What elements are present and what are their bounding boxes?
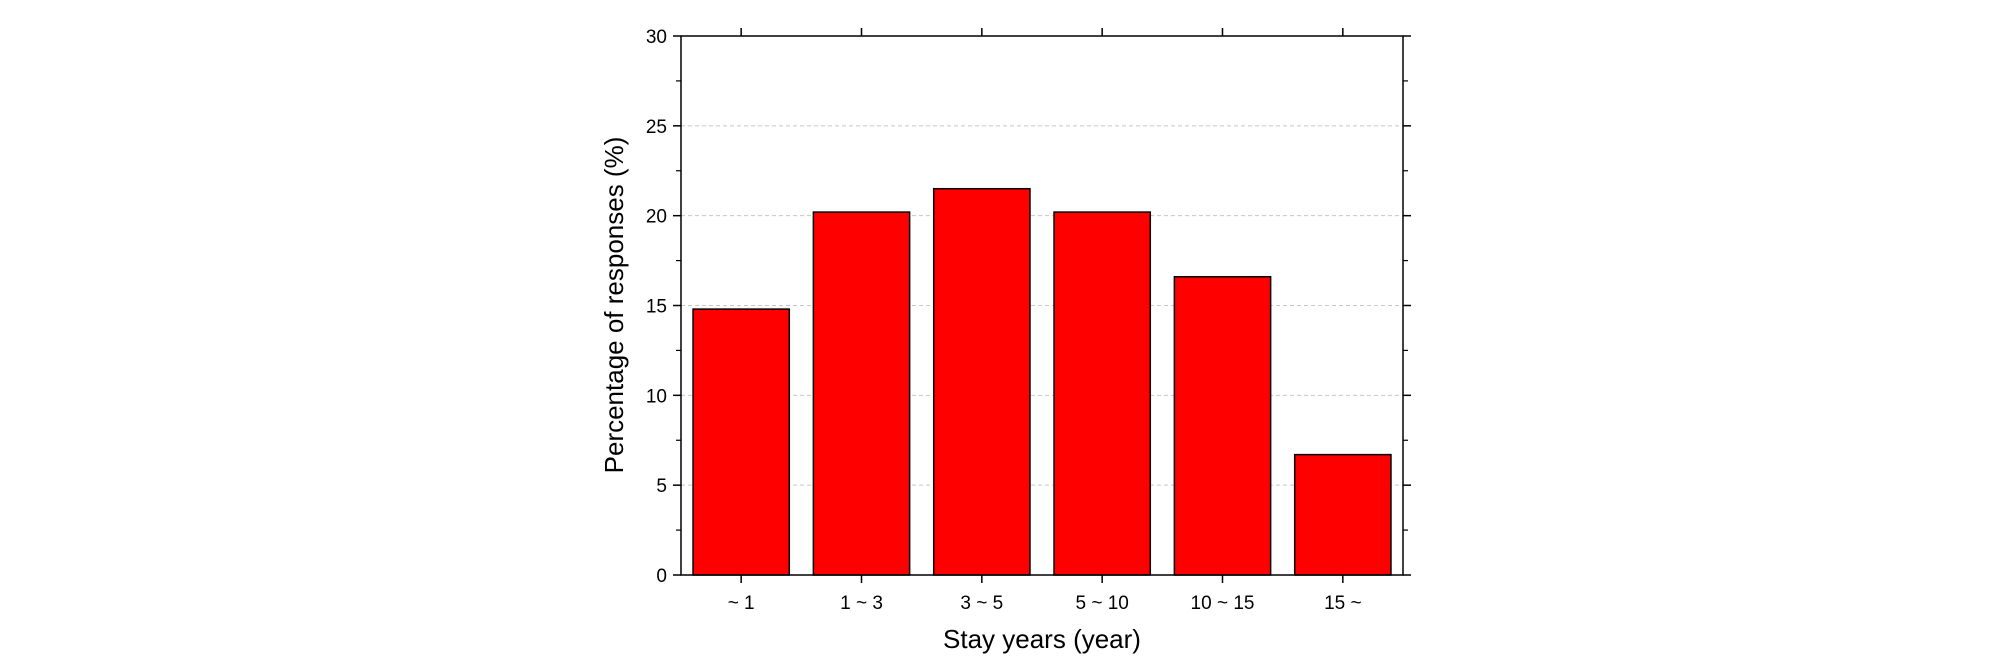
- x-tick-label: 15 ~: [1324, 593, 1362, 614]
- y-tick-label: 20: [646, 207, 667, 228]
- y-tick-label: 5: [656, 476, 667, 497]
- bar: [812, 211, 911, 576]
- x-tick-label: 5 ~ 10: [1075, 593, 1128, 614]
- x-tick-label: 10 ~ 15: [1191, 593, 1255, 614]
- y-axis-title: Percentage of responses (%): [599, 137, 629, 474]
- gridlines: [681, 125, 1403, 486]
- bar: [932, 187, 1031, 576]
- y-tick-label: 0: [656, 566, 667, 587]
- x-tick-label: 3 ~ 5: [960, 593, 1003, 614]
- x-axis-ticks: ~ 1 1 ~ 3 3 ~ 5 5 ~ 10 10 ~ 15 15 ~: [728, 28, 1362, 614]
- y-tick-label: 30: [646, 27, 667, 48]
- bar: [1173, 276, 1272, 576]
- y-tick-label: 10: [646, 386, 667, 407]
- y-axis-ticks: 0 5 10 15 20 25 30: [646, 27, 1411, 587]
- bars: [692, 187, 1392, 576]
- x-tick-label: ~ 1: [728, 593, 755, 614]
- bar: [1053, 211, 1152, 576]
- bar: [1293, 453, 1392, 576]
- y-tick-label: 25: [646, 117, 667, 138]
- y-tick-label: 15: [646, 297, 667, 318]
- x-tick-label: 1 ~ 3: [840, 593, 883, 614]
- x-axis-title: Stay years (year): [943, 624, 1141, 654]
- bar: [692, 308, 791, 576]
